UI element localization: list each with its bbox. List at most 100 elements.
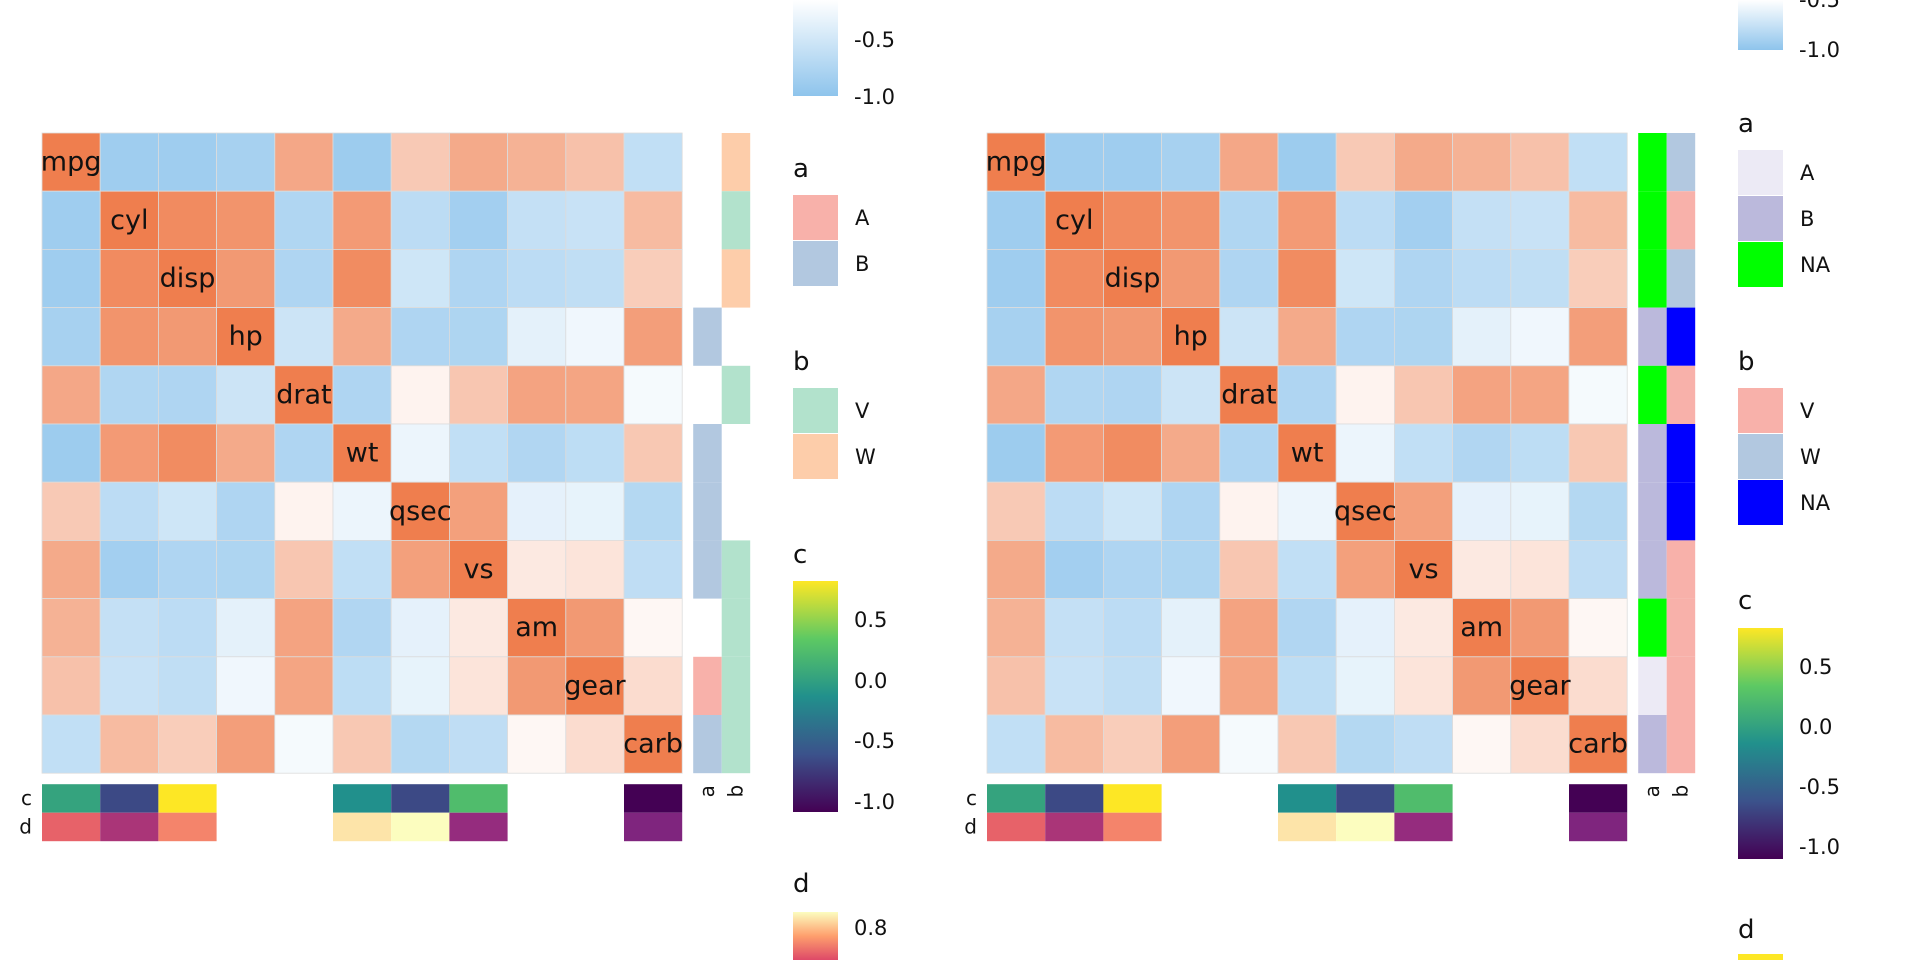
right-cell-disp-qsec (1335, 248, 1395, 308)
right-legend-a-label-NA: NA (1800, 253, 1831, 277)
left-cell-gear-cyl (99, 656, 159, 716)
left-cell-wt-carb (623, 423, 683, 483)
left-cell-vs-mpg (41, 540, 101, 600)
right-cell-cyl-qsec (1335, 190, 1395, 250)
right-cell-drat-wt (1277, 365, 1337, 425)
left-cell-hp-gear (565, 307, 625, 367)
right-cell-hp-disp (1103, 307, 1163, 367)
left-annot-b-row-carb (721, 715, 751, 774)
right-cell-drat-mpg (986, 365, 1046, 425)
right-annot-a-row-qsec (1638, 482, 1667, 541)
right-cell-cyl-cyl (1044, 190, 1104, 250)
right-annot-d-col-wt (1278, 812, 1337, 842)
left-var-label-carb: carb (623, 729, 683, 760)
left-cell-cyl-gear (565, 190, 625, 250)
left-cell-wt-cyl (99, 423, 159, 483)
right-annot-c-col-cyl (1045, 784, 1104, 813)
left-cell-carb-wt (332, 714, 392, 774)
left-cell-mpg-qsec (390, 132, 450, 192)
right-annot-b-row-vs (1666, 540, 1696, 599)
left-legend-c-tick-2: -0.5 (854, 729, 895, 753)
right-cell-qsec-qsec (1335, 481, 1395, 541)
left-annot-d-col-mpg (42, 812, 101, 842)
left-cell-vs-drat (274, 540, 334, 600)
left-var-label-wt: wt (346, 438, 379, 469)
right-cell-qsec-drat (1219, 481, 1279, 541)
right-legend-c-title: c (1738, 586, 1752, 616)
right-cell-mpg-gear (1510, 132, 1570, 192)
right-var-label-hp: hp (1174, 321, 1208, 352)
left-cell-carb-hp (216, 714, 276, 774)
right-cell-gear-am (1452, 656, 1512, 716)
left-legend-b-title: b (793, 347, 810, 377)
left-cell-carb-carb (623, 714, 683, 774)
right-legend-c-tick-2: -0.5 (1799, 775, 1840, 799)
left-legend-a-title: a (793, 154, 809, 184)
left-annot-d-col-carb (624, 812, 683, 842)
left-annot-b-row-vs (721, 540, 751, 599)
right-cell-gear-hp (1161, 656, 1221, 716)
right-annot-d-col-qsec (1336, 812, 1395, 842)
right-annot-b-row-am (1666, 598, 1696, 657)
left-cell-gear-gear (565, 656, 625, 716)
right-cell-disp-carb (1568, 248, 1628, 308)
left-cell-cyl-disp (157, 190, 217, 250)
left-legend-b-label-W: W (855, 445, 876, 469)
left-legend-c-tick-0: 0.5 (854, 608, 887, 632)
left-annot-axis-b: b (724, 785, 748, 798)
right-cell-am-disp (1103, 598, 1163, 658)
left-annot-b-row-am (721, 598, 751, 657)
right-cell-carb-qsec (1335, 714, 1395, 774)
right-cell-wt-disp (1103, 423, 1163, 483)
right-cell-drat-carb (1568, 365, 1628, 425)
right-legend-d-title: d (1738, 915, 1755, 945)
left-annot-axis-c: c (21, 786, 32, 810)
right-legend-a-label-A: A (1800, 161, 1815, 185)
left-var-label-am: am (515, 612, 558, 643)
right-cell-cyl-hp (1161, 190, 1221, 250)
left-cell-qsec-carb (623, 481, 683, 541)
right-cell-wt-vs (1394, 423, 1454, 483)
right-cell-vs-am (1452, 540, 1512, 600)
left-cell-disp-hp (216, 248, 276, 308)
right-cell-vs-hp (1161, 540, 1221, 600)
right-cell-mpg-vs (1394, 132, 1454, 192)
right-cell-qsec-gear (1510, 481, 1570, 541)
left-legend-c-title: c (793, 540, 807, 570)
right-var-label-wt: wt (1291, 438, 1324, 469)
left-cell-carb-vs (448, 714, 508, 774)
left-annot-c-col-carb (624, 784, 683, 813)
left-legend-d-tick-0: 0.8 (854, 916, 887, 940)
left-cell-vs-am (507, 540, 567, 600)
left-cell-mpg-drat (274, 132, 334, 192)
right-cell-wt-carb (1568, 423, 1628, 483)
left-legend-c-tick-3: -1.0 (854, 790, 895, 814)
right-cell-am-carb (1568, 598, 1628, 658)
right-annot-a-row-mpg (1638, 133, 1667, 192)
left-annot-c-col-disp (158, 784, 217, 813)
right-cell-am-wt (1277, 598, 1337, 658)
left-annot-a-row-gear (693, 656, 722, 715)
right-cell-drat-hp (1161, 365, 1221, 425)
right-cell-gear-carb (1568, 656, 1628, 716)
right-cell-disp-vs (1394, 248, 1454, 308)
left-cell-am-vs (448, 598, 508, 658)
right-cell-carb-am (1452, 714, 1512, 774)
right-annot-d-col-mpg (987, 812, 1046, 842)
right-cell-wt-qsec (1335, 423, 1395, 483)
right-cell-mpg-qsec (1335, 132, 1395, 192)
right-var-label-disp: disp (1105, 263, 1161, 294)
left-cell-vs-disp (157, 540, 217, 600)
left-annot-a-row-vs (693, 540, 722, 599)
left-cell-gear-am (507, 656, 567, 716)
right-cell-gear-cyl (1044, 656, 1104, 716)
right-cell-disp-disp (1103, 248, 1163, 308)
left-annot-c-col-qsec (391, 784, 450, 813)
left-cell-qsec-mpg (41, 481, 101, 541)
right-cell-wt-gear (1510, 423, 1570, 483)
left-annot-b-row-drat (721, 365, 751, 424)
right-annot-axis-b: b (1669, 785, 1693, 798)
left-cell-cyl-cyl (99, 190, 159, 250)
left-cell-mpg-cyl (99, 132, 159, 192)
